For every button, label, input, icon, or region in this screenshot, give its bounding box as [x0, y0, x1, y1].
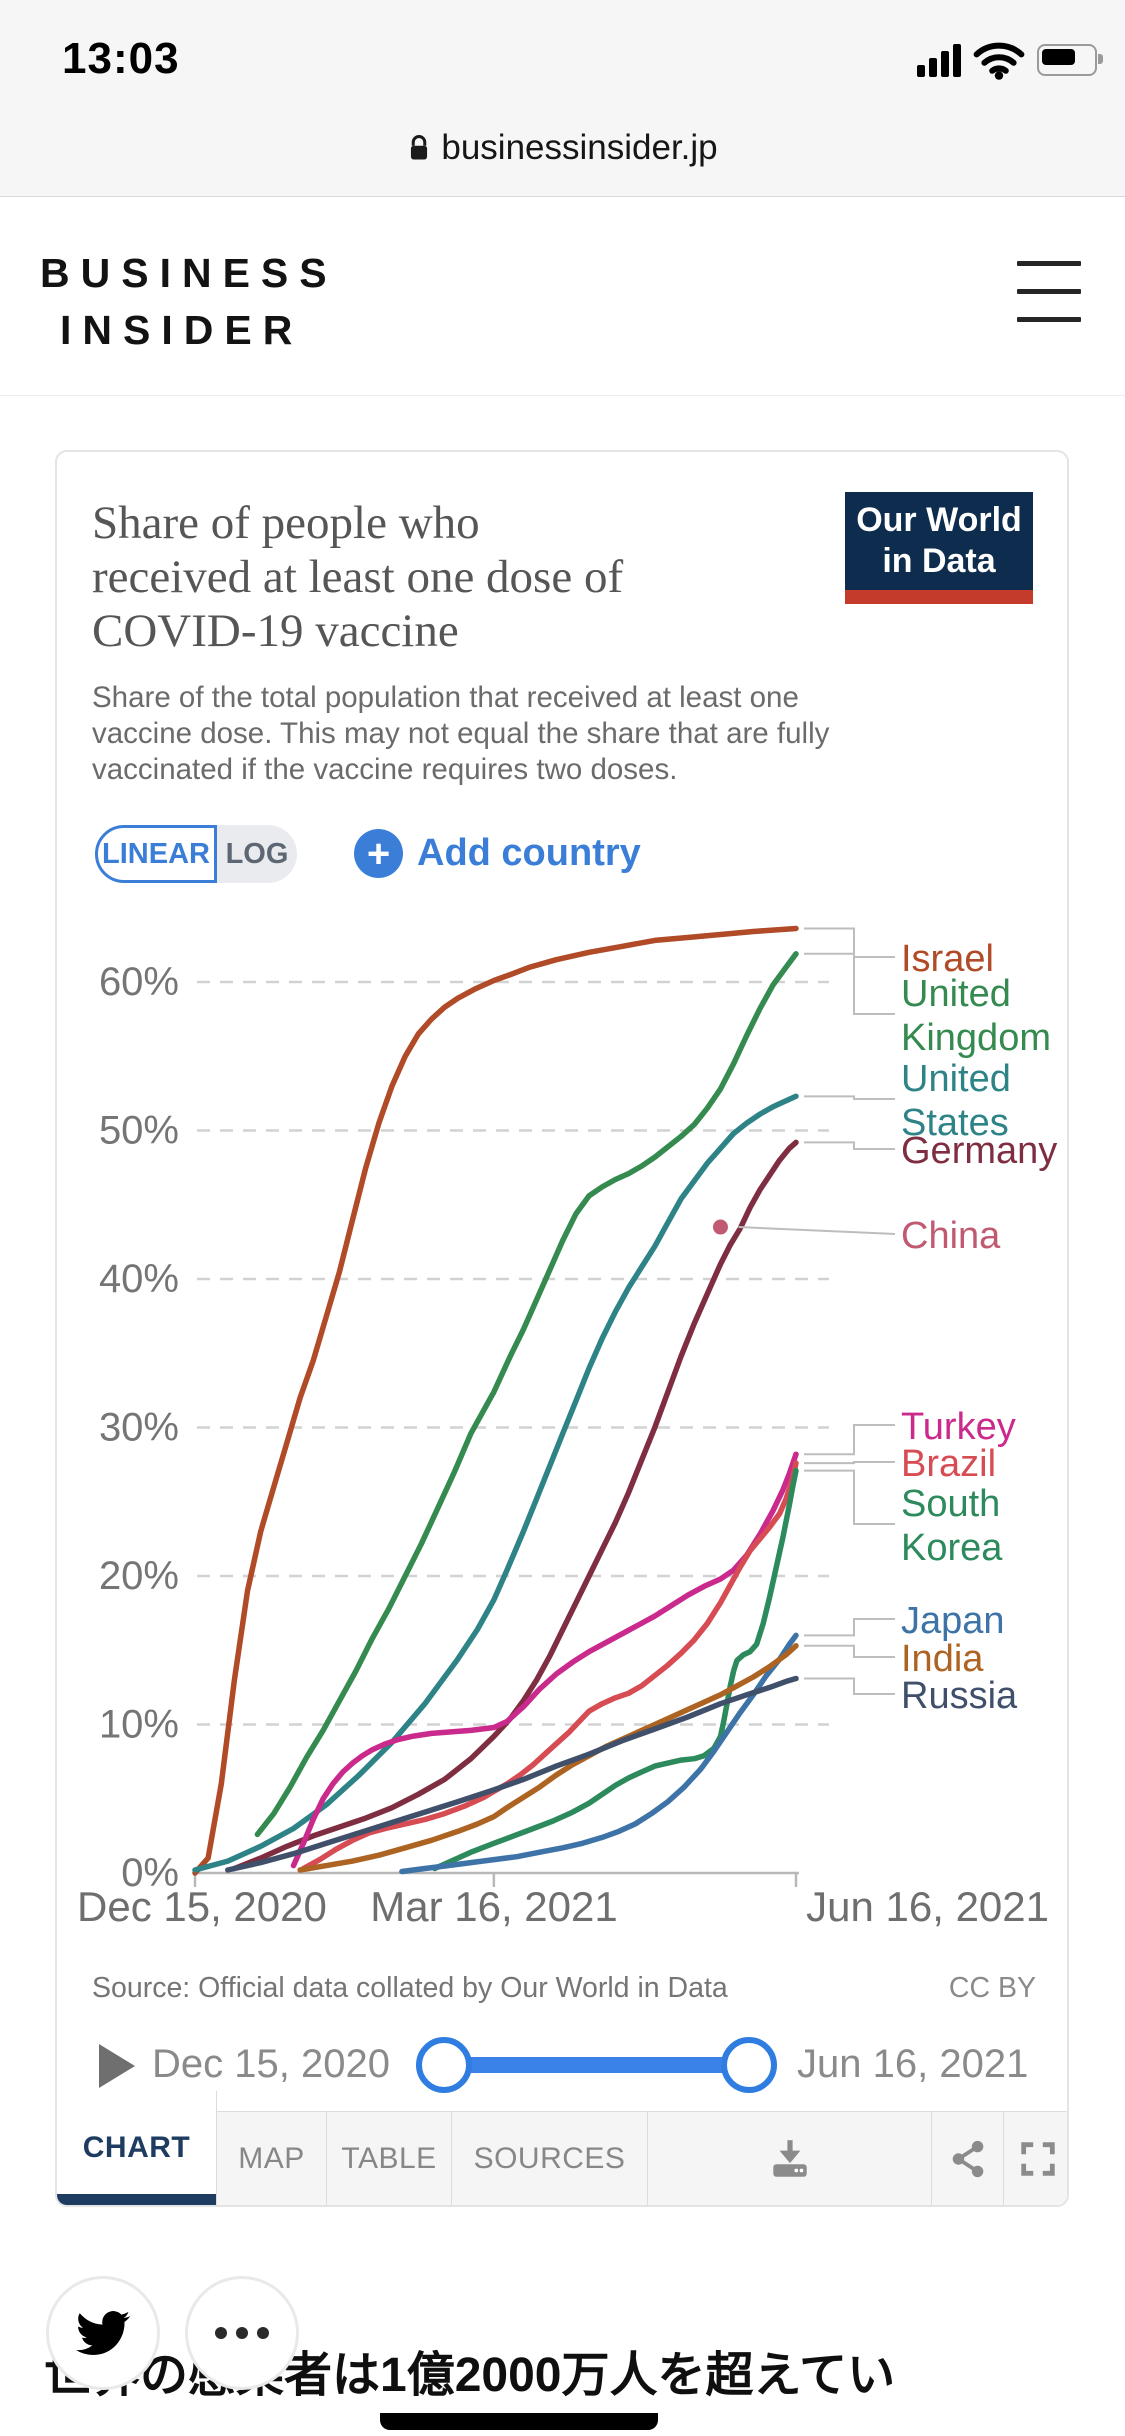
series-line-india[interactable] — [297, 1643, 799, 1873]
share-button[interactable] — [932, 2111, 1004, 2205]
x-axis-label: Mar 16, 2021 — [370, 1883, 618, 1930]
download-icon — [772, 2139, 807, 2177]
headline-suffix: を超えてい — [657, 2349, 896, 2402]
series-label-south-korea[interactable]: Korea — [901, 1527, 1003, 1569]
ellipsis-icon — [215, 2327, 269, 2339]
status-icons — [917, 40, 1103, 80]
y-axis-label-60: 60% — [99, 960, 179, 1004]
series-label-india[interactable]: India — [901, 1638, 984, 1680]
source-label: Source: Official data collated by Our Wo… — [92, 1972, 728, 2004]
series-line-united-kingdom[interactable] — [254, 951, 799, 1838]
y-axis-label-30: 30% — [99, 1406, 179, 1450]
timeline-handle-start[interactable] — [416, 2037, 472, 2093]
cellular-signal-icon — [917, 43, 961, 77]
series-line-turkey[interactable] — [290, 1451, 799, 1869]
x-axis-label: Jun 16, 2021 — [806, 1883, 1049, 1930]
download-button[interactable] — [648, 2111, 932, 2205]
series-label-russia[interactable]: Russia — [901, 1675, 1018, 1717]
series-line-russia[interactable] — [225, 1675, 799, 1873]
tab-sources[interactable]: SOURCES — [452, 2111, 648, 2205]
battery-icon — [1037, 44, 1103, 76]
address-bar[interactable]: businessinsider.jp — [0, 128, 1125, 168]
tab-table[interactable]: TABLE — [327, 2111, 452, 2205]
source-row: CC BY Source: Official data collated by … — [92, 1972, 1036, 2005]
series-line-united-states[interactable] — [192, 1093, 799, 1873]
headline-underlined: 1億2000万人 — [380, 2338, 658, 2430]
license-label[interactable]: CC BY — [948, 1972, 1036, 2004]
logo-line-1: BUSINESS — [40, 250, 338, 296]
fullscreen-icon — [1020, 2141, 1055, 2176]
vaccination-line-chart[interactable]: 0% 10% 20% 30% 40% 50% 60% Dec 15, 2020 Mar 16, … — [57, 922, 1069, 1944]
wifi-icon — [973, 42, 1025, 80]
tab-chart[interactable]: CHART — [57, 2091, 217, 2205]
timeline-end-label[interactable]: Jun 16, 2021 — [797, 2042, 1029, 2086]
series-label-turkey[interactable]: Turkey — [901, 1406, 1016, 1448]
series-label-japan[interactable]: Japan — [901, 1600, 1005, 1642]
headline-line2: る — [44, 2430, 1084, 2436]
timeline-start-label[interactable]: Dec 15, 2020 — [152, 2042, 390, 2086]
series-line-brazil[interactable] — [300, 1460, 799, 1872]
business-insider-logo[interactable]: BUSINESS INSIDER — [40, 245, 338, 359]
twitter-share-button[interactable] — [46, 2276, 160, 2390]
series-label-united-states[interactable]: States — [901, 1102, 1009, 1144]
plus-icon: + — [354, 829, 403, 878]
series-label-brazil[interactable]: Brazil — [901, 1443, 996, 1485]
series-label-germany[interactable]: Germany — [901, 1130, 1057, 1172]
y-axis-label-20: 20% — [99, 1554, 179, 1598]
series-line-germany[interactable] — [231, 1139, 799, 1872]
y-axis-label-50: 50% — [99, 1109, 179, 1153]
chart-subtitle: Share of the total population that recei… — [92, 681, 830, 786]
status-time: 13:03 — [62, 34, 180, 83]
browser-top-bar: 13:03 businessinsider.jp — [0, 0, 1125, 197]
play-button[interactable] — [99, 2044, 135, 2088]
x-axis-label: Dec 15, 2020 — [77, 1883, 327, 1930]
twitter-icon — [76, 2311, 130, 2355]
series-line-israel[interactable] — [192, 925, 799, 1876]
linear-scale-button[interactable]: LINEAR — [95, 825, 217, 883]
site-header: BUSINESS INSIDER — [0, 197, 1125, 396]
y-axis-label-0: 0% — [121, 1851, 179, 1895]
add-country-button[interactable]: + Add country — [354, 829, 641, 878]
our-world-in-data-logo[interactable]: Our World in Data — [845, 492, 1033, 604]
timeline-handle-end[interactable] — [721, 2037, 777, 2093]
hamburger-menu-icon[interactable] — [1017, 261, 1081, 345]
active-tab-underline — [57, 2194, 216, 2205]
series-label-united-kingdom[interactable]: United — [901, 973, 1011, 1015]
series-line-south-korea[interactable] — [431, 1467, 799, 1872]
series-label-israel[interactable]: Israel — [901, 938, 994, 980]
series-label-united-states[interactable]: United — [901, 1058, 1011, 1100]
series-label-china[interactable]: China — [901, 1215, 1001, 1257]
scale-toggle: LINEAR LOG — [95, 825, 297, 883]
lock-icon — [411, 134, 428, 160]
tab-map[interactable]: MAP — [217, 2111, 327, 2205]
owid-chart-card: Share of people who received at least on… — [55, 450, 1069, 2207]
y-axis-label-10: 10% — [99, 1703, 179, 1747]
y-axis-label-40: 40% — [99, 1257, 179, 1301]
url-text: businessinsider.jp — [441, 128, 718, 167]
chart-tab-bar: CHART MAP TABLE SOURCES — [57, 2091, 1067, 2205]
series-label-south-korea[interactable]: South — [901, 1483, 1000, 1525]
logo-line-2: INSIDER — [60, 307, 304, 353]
more-share-button[interactable] — [185, 2276, 299, 2390]
series-label-united-kingdom[interactable]: Kingdom — [901, 1017, 1051, 1059]
log-scale-button[interactable]: LOG — [225, 837, 289, 870]
chart-title: Share of people who received at least on… — [92, 497, 624, 657]
timeline-slider-track[interactable] — [444, 2057, 749, 2073]
fullscreen-button[interactable] — [1004, 2111, 1067, 2205]
share-icon — [952, 2140, 983, 2177]
